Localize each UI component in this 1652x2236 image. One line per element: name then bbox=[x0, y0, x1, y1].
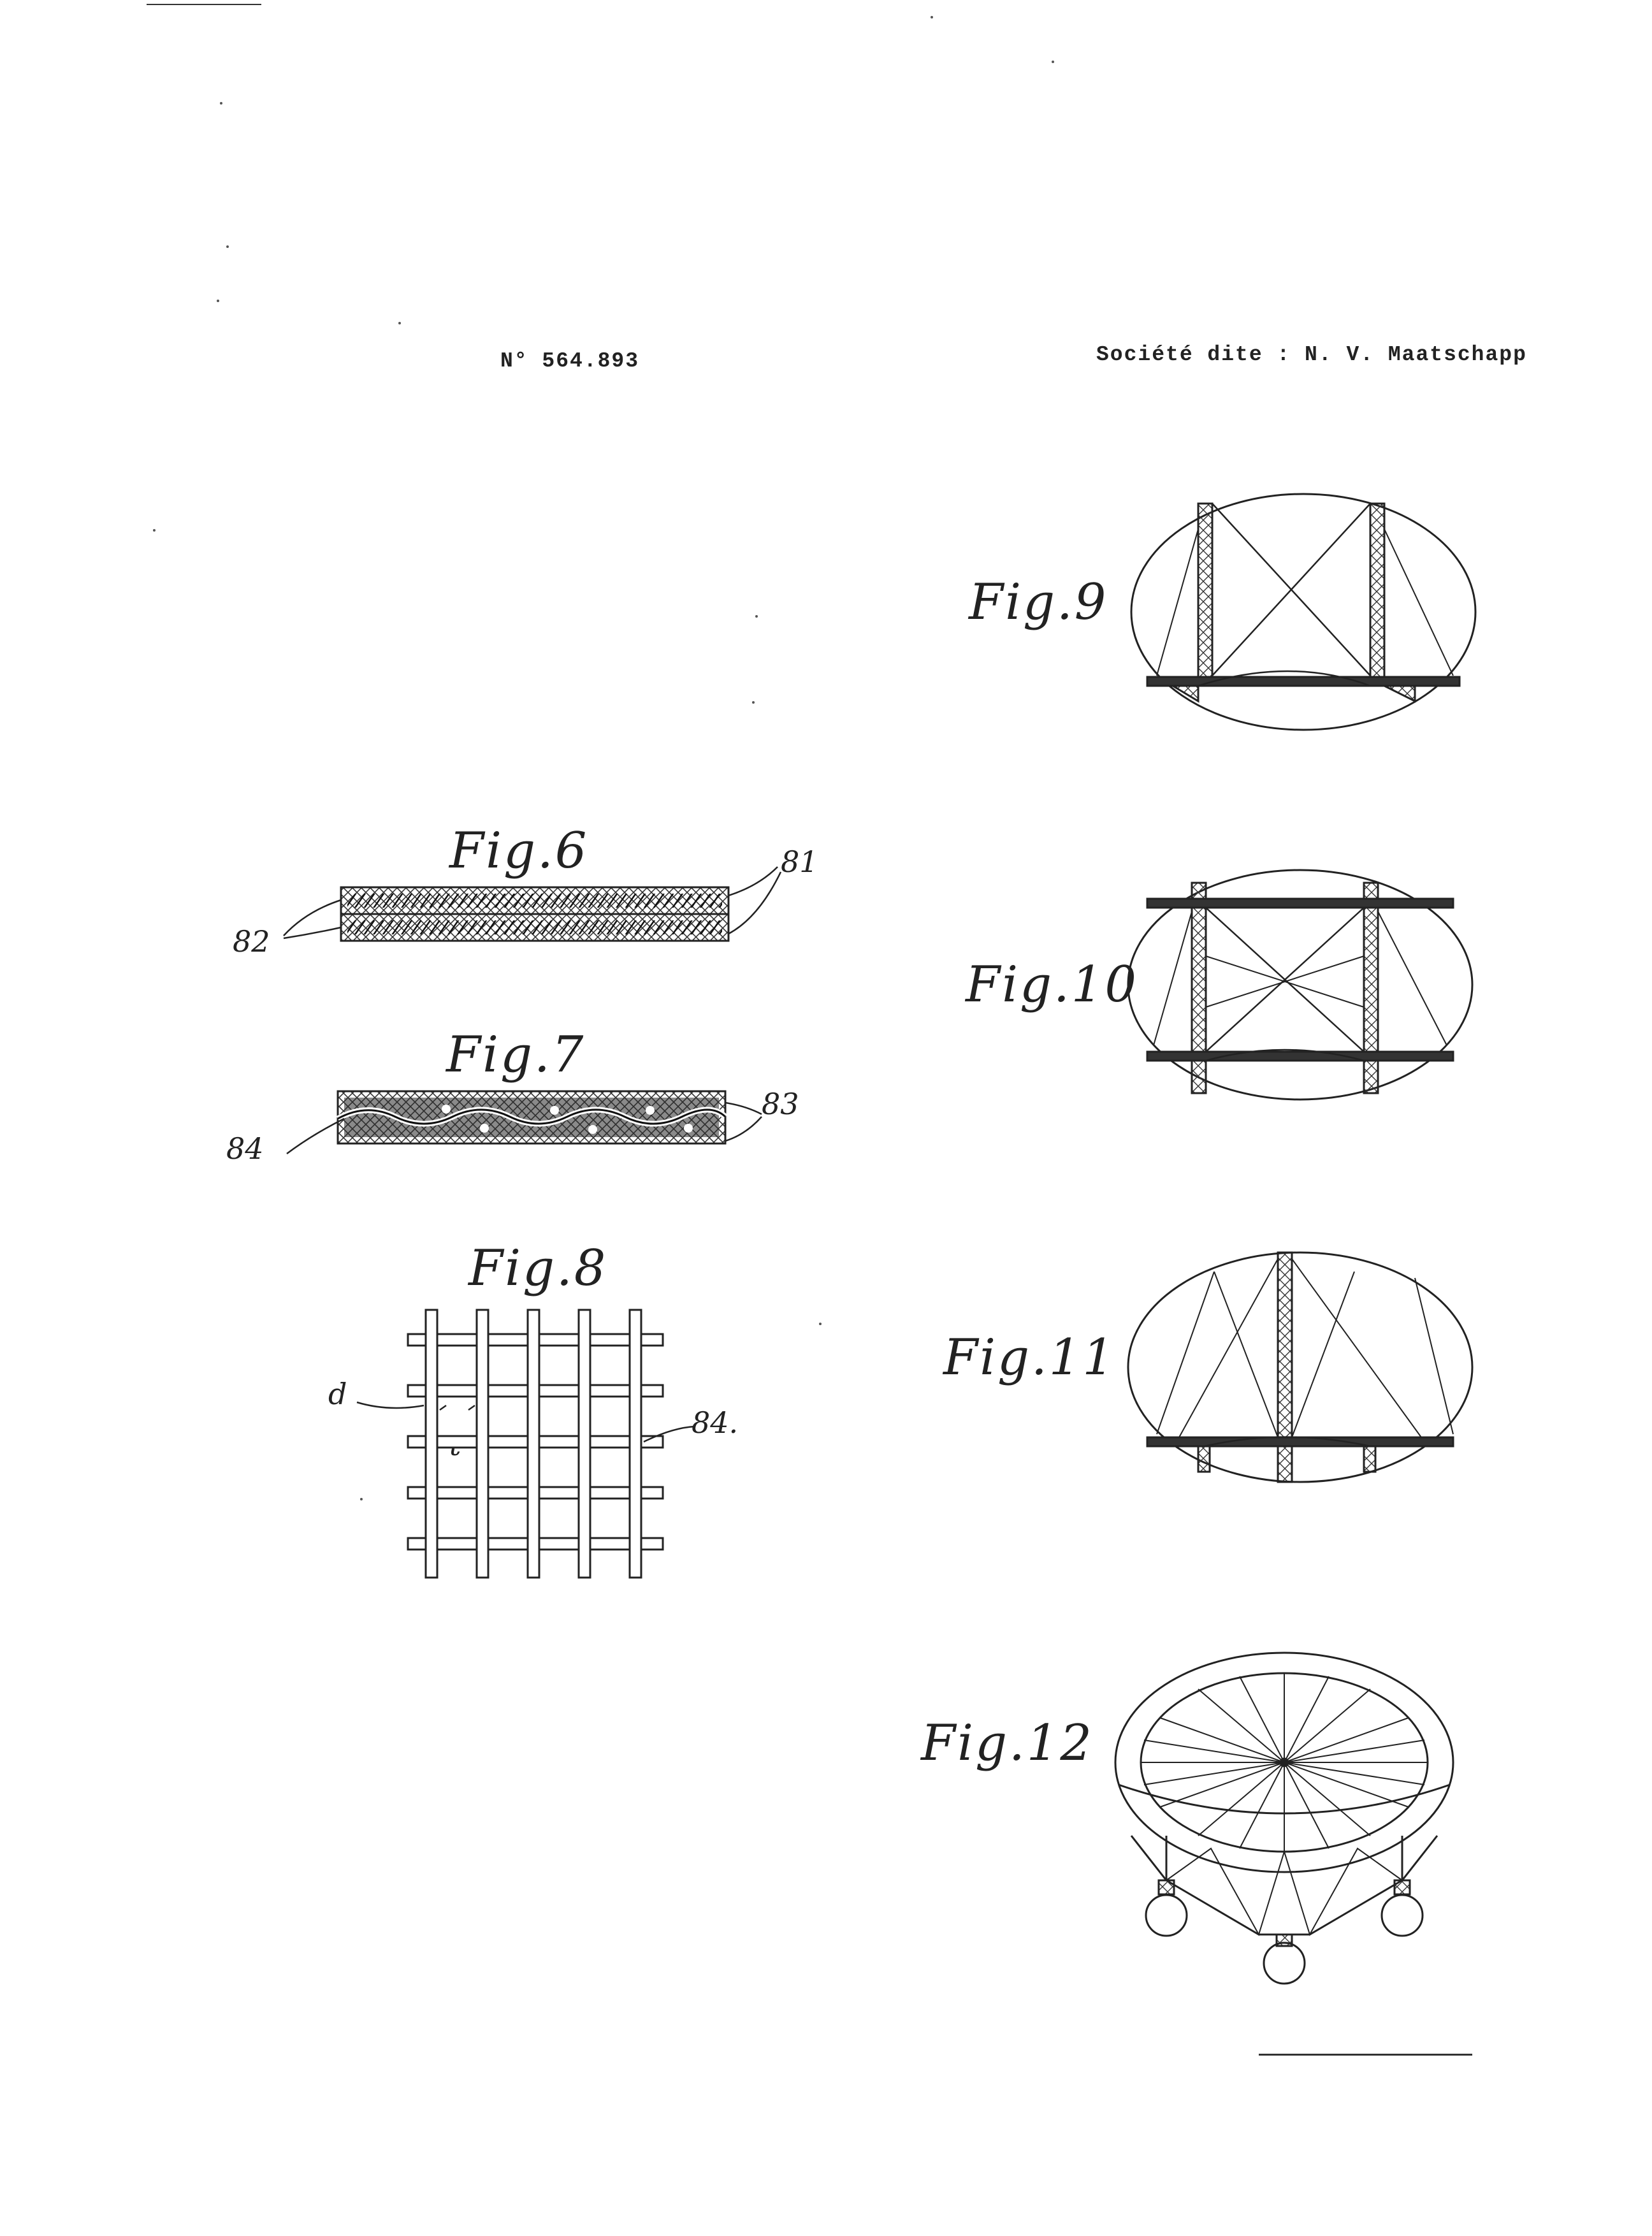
fig10-drawing bbox=[1128, 870, 1472, 1100]
fig11-drawing bbox=[1128, 1252, 1472, 1482]
fig8-drawing bbox=[357, 1310, 695, 1578]
fig7-drawing bbox=[287, 1091, 762, 1154]
fig6-drawing bbox=[284, 867, 781, 941]
fig9-drawing bbox=[1131, 494, 1475, 730]
fig12-drawing bbox=[1115, 1653, 1453, 1984]
